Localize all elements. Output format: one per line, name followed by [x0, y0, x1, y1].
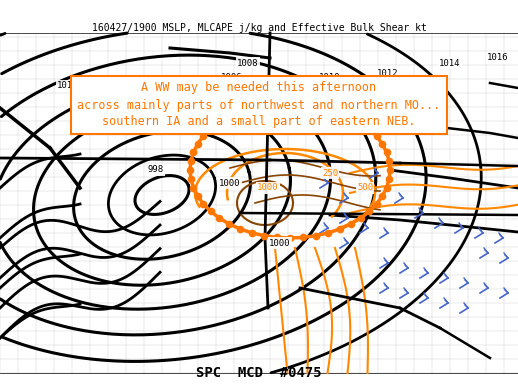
Text: 1006: 1006 [221, 73, 243, 83]
Text: SPC  MCD  #0475: SPC MCD #0475 [196, 366, 322, 380]
Text: 1008: 1008 [237, 59, 259, 68]
Text: 1000: 1000 [219, 178, 241, 187]
Text: 1012: 1012 [377, 69, 399, 78]
Text: 160427/1900 MSLP, MLCAPE j/kg and Effective Bulk Shear kt: 160427/1900 MSLP, MLCAPE j/kg and Effect… [92, 23, 426, 33]
Text: 1010: 1010 [319, 73, 341, 83]
Text: 1004: 1004 [189, 88, 211, 97]
Text: 1000: 1000 [269, 239, 291, 248]
Text: 1000: 1000 [257, 184, 279, 192]
Text: A WW may be needed this afternoon
across mainly parts of northwest and northern : A WW may be needed this afternoon across… [77, 81, 441, 128]
Text: 1014: 1014 [439, 59, 461, 68]
Text: 250: 250 [322, 168, 338, 177]
Text: 998: 998 [148, 166, 164, 175]
Text: 500: 500 [357, 184, 373, 192]
Text: 1016: 1016 [487, 54, 509, 62]
Text: 1010: 1010 [57, 81, 79, 90]
